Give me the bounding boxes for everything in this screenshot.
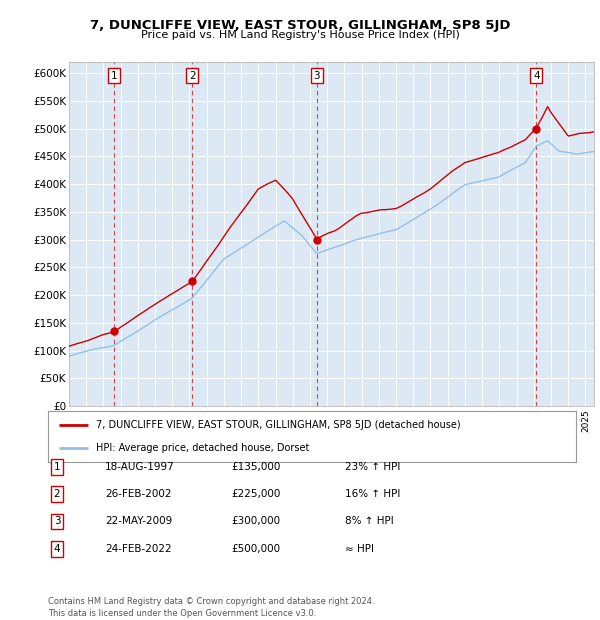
Text: 18-AUG-1997: 18-AUG-1997	[105, 462, 175, 472]
Text: 7, DUNCLIFFE VIEW, EAST STOUR, GILLINGHAM, SP8 5JD (detached house): 7, DUNCLIFFE VIEW, EAST STOUR, GILLINGHA…	[95, 420, 460, 430]
Text: 2: 2	[53, 489, 61, 499]
Text: HPI: Average price, detached house, Dorset: HPI: Average price, detached house, Dors…	[95, 443, 309, 453]
Text: 1: 1	[53, 462, 61, 472]
Text: ≈ HPI: ≈ HPI	[345, 544, 374, 554]
Text: 7, DUNCLIFFE VIEW, EAST STOUR, GILLINGHAM, SP8 5JD: 7, DUNCLIFFE VIEW, EAST STOUR, GILLINGHA…	[90, 19, 510, 32]
Text: 24-FEB-2022: 24-FEB-2022	[105, 544, 172, 554]
Text: 4: 4	[533, 71, 539, 81]
Text: 2: 2	[189, 71, 196, 81]
Text: £225,000: £225,000	[231, 489, 280, 499]
Text: 8% ↑ HPI: 8% ↑ HPI	[345, 516, 394, 526]
Text: Contains HM Land Registry data © Crown copyright and database right 2024.
This d: Contains HM Land Registry data © Crown c…	[48, 597, 374, 618]
Text: 1: 1	[111, 71, 118, 81]
Text: £500,000: £500,000	[231, 544, 280, 554]
Text: £135,000: £135,000	[231, 462, 280, 472]
Text: 26-FEB-2002: 26-FEB-2002	[105, 489, 172, 499]
Text: 16% ↑ HPI: 16% ↑ HPI	[345, 489, 400, 499]
Text: £300,000: £300,000	[231, 516, 280, 526]
Text: 3: 3	[53, 516, 61, 526]
Text: 22-MAY-2009: 22-MAY-2009	[105, 516, 172, 526]
Text: 23% ↑ HPI: 23% ↑ HPI	[345, 462, 400, 472]
Text: 4: 4	[53, 544, 61, 554]
Text: Price paid vs. HM Land Registry's House Price Index (HPI): Price paid vs. HM Land Registry's House …	[140, 30, 460, 40]
Text: 3: 3	[313, 71, 320, 81]
